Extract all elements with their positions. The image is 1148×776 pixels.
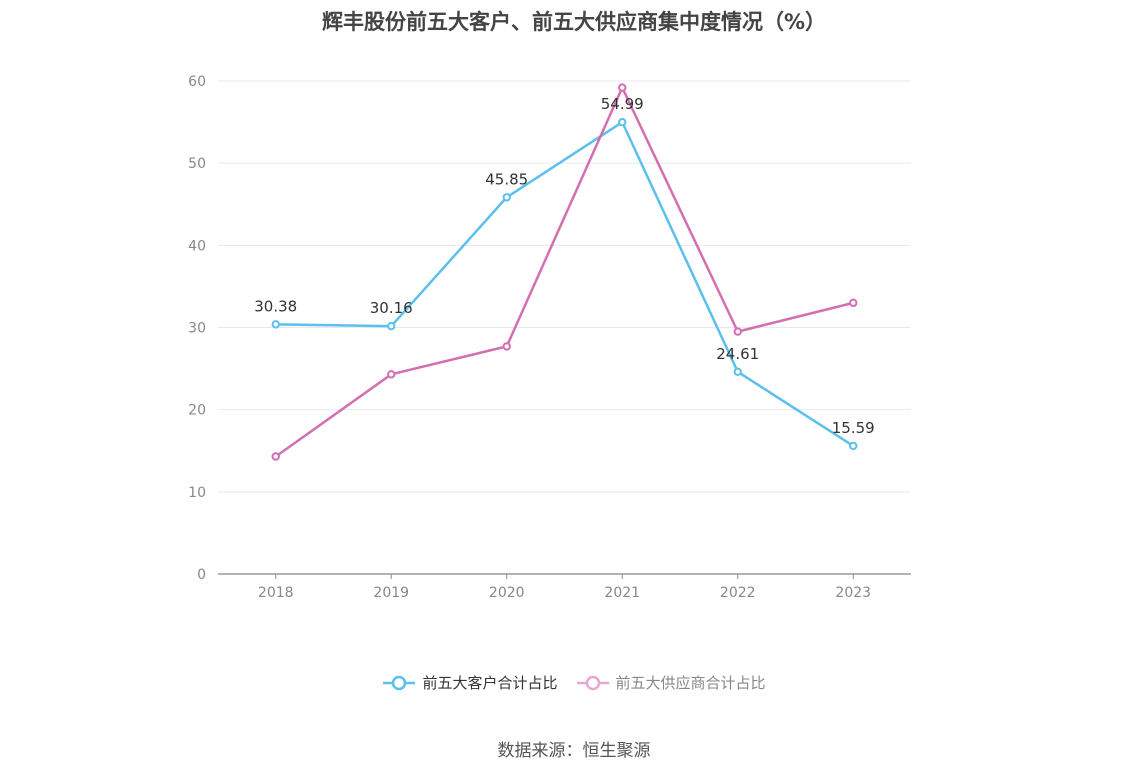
point-0-2023 (849, 441, 858, 451)
point-1-2022 (733, 327, 742, 336)
y-tick-label-20: 20 (188, 403, 206, 419)
data-label-0-2023: 15.59 (832, 419, 875, 437)
series-line-0 (275, 120, 854, 447)
legend-circle-suppliers (585, 675, 600, 690)
y-axis-ticks: 0 10 20 30 40 50 60 (188, 74, 206, 583)
y-tick-label-50: 50 (188, 156, 206, 172)
data-labels: 30.38 30.16 45.85 54.99 24.61 15.59 (254, 95, 874, 437)
x-tick-label-2020: 2020 (489, 585, 525, 601)
y-tick-label-60: 60 (188, 74, 206, 90)
legend-label-customers: 前五大客户合计占比 (422, 674, 558, 692)
legend-marker-suppliers-icon (576, 675, 609, 690)
x-tick-label-2023: 2023 (835, 585, 871, 601)
data-label-0-2021: 54.99 (601, 95, 644, 113)
x-tick-label-2021: 2021 (604, 585, 640, 601)
point-1-2021 (618, 83, 627, 92)
legend-item-customers[interactable]: 前五大客户合计占比 (382, 672, 558, 693)
series-line-1 (275, 86, 854, 458)
y-tick-label-40: 40 (188, 238, 206, 254)
point-0-2019 (387, 321, 396, 331)
y-tick-label-0: 0 (197, 567, 206, 583)
data-label-0-2019: 30.16 (370, 299, 413, 317)
y-tick-label-30: 30 (188, 321, 206, 337)
point-0-2018 (271, 320, 280, 329)
x-tick-label-2019: 2019 (373, 585, 409, 601)
y-tick-label-10: 10 (188, 485, 206, 501)
point-0-2022 (733, 367, 742, 376)
legend-marker-customers-icon (383, 675, 416, 690)
point-1-2019 (387, 370, 396, 379)
legend-circle-customers (392, 675, 407, 690)
series-lines (275, 86, 854, 458)
point-0-2020 (502, 193, 511, 202)
data-source: 数据来源：恒生聚源 (497, 741, 651, 761)
data-label-0-2022: 24.61 (716, 345, 759, 363)
grid-lines (218, 80, 911, 493)
legend-label-suppliers: 前五大供应商合计占比 (615, 674, 766, 692)
chart-title: 辉丰股份前五大客户、前五大供应商集中度情况（%） (321, 10, 827, 34)
point-1-2020 (502, 342, 511, 351)
series-points (271, 83, 858, 461)
point-1-2023 (849, 298, 858, 308)
x-axis: 2018 2019 2020 2021 2022 2023 (218, 573, 911, 601)
data-label-0-2020: 45.85 (485, 170, 528, 188)
x-tick-label-2022: 2022 (720, 585, 756, 601)
legend-item-suppliers[interactable]: 前五大供应商合计占比 (576, 672, 766, 693)
legend: 前五大客户合计占比 前五大供应商合计占比 (0, 672, 1148, 693)
point-1-2018 (271, 452, 280, 461)
point-0-2021 (618, 117, 627, 127)
x-tick-label-2018: 2018 (258, 585, 294, 601)
data-label-0-2018: 30.38 (254, 297, 297, 315)
